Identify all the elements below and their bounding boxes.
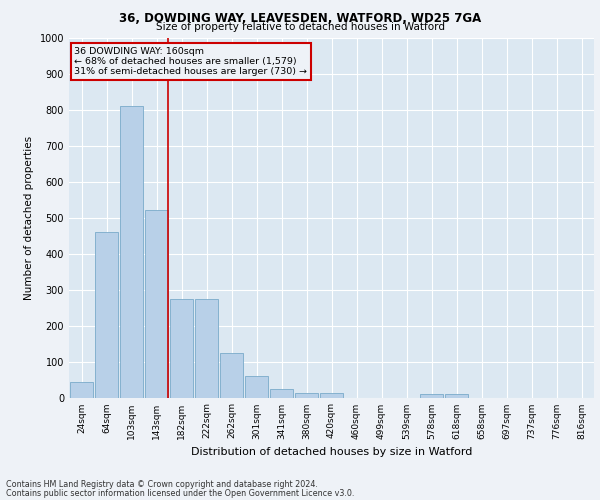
Bar xyxy=(145,210,168,398)
Text: Contains HM Land Registry data © Crown copyright and database right 2024.: Contains HM Land Registry data © Crown c… xyxy=(6,480,318,489)
Bar xyxy=(70,382,93,398)
Bar xyxy=(420,394,443,398)
Text: Contains public sector information licensed under the Open Government Licence v3: Contains public sector information licen… xyxy=(6,488,355,498)
Bar xyxy=(195,298,218,398)
Text: Size of property relative to detached houses in Watford: Size of property relative to detached ho… xyxy=(155,22,445,32)
Bar xyxy=(95,232,118,398)
Bar xyxy=(120,106,143,398)
Text: 36 DOWDING WAY: 160sqm
← 68% of detached houses are smaller (1,579)
31% of semi-: 36 DOWDING WAY: 160sqm ← 68% of detached… xyxy=(74,46,307,76)
Bar xyxy=(445,394,468,398)
Bar xyxy=(220,352,243,398)
Bar xyxy=(320,393,343,398)
Bar xyxy=(295,393,318,398)
Bar xyxy=(245,376,268,398)
Text: 36, DOWDING WAY, LEAVESDEN, WATFORD, WD25 7GA: 36, DOWDING WAY, LEAVESDEN, WATFORD, WD2… xyxy=(119,12,481,26)
Y-axis label: Number of detached properties: Number of detached properties xyxy=(24,136,34,300)
Bar xyxy=(270,388,293,398)
X-axis label: Distribution of detached houses by size in Watford: Distribution of detached houses by size … xyxy=(191,447,472,457)
Bar xyxy=(170,298,193,398)
